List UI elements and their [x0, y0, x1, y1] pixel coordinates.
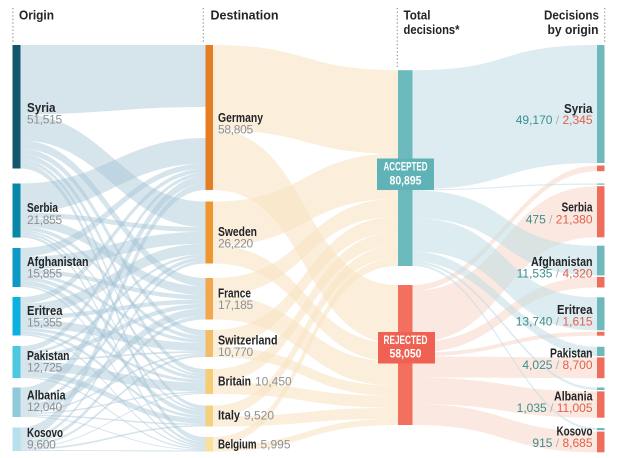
svg-text:12,725: 12,725 — [27, 361, 63, 375]
svg-text:9,600: 9,600 — [27, 438, 56, 452]
svg-text:10,770: 10,770 — [218, 345, 254, 359]
svg-text:Afghanistan: Afghanistan — [531, 255, 593, 269]
svg-text:Serbia: Serbia — [27, 201, 59, 215]
svg-text:Pakistan: Pakistan — [27, 349, 70, 363]
svg-text:10,450: 10,450 — [255, 375, 292, 389]
svg-text:Origin: Origin — [19, 8, 54, 23]
svg-text:Eritrea: Eritrea — [27, 304, 63, 318]
svg-text:Eritrea: Eritrea — [557, 303, 593, 317]
svg-text:decisions*: decisions* — [404, 22, 461, 37]
svg-text:915 / 8,685: 915 / 8,685 — [532, 436, 592, 450]
svg-text:Switzerland: Switzerland — [218, 334, 278, 348]
svg-text:REJECTED: REJECTED — [384, 335, 428, 347]
svg-text:Belgium: Belgium — [218, 438, 257, 452]
svg-text:21,855: 21,855 — [27, 213, 63, 227]
svg-text:Total: Total — [404, 8, 431, 23]
svg-text:Kosovo: Kosovo — [27, 426, 63, 440]
svg-text:12,040: 12,040 — [27, 400, 63, 414]
svg-text:Afghanistan: Afghanistan — [27, 255, 89, 269]
svg-text:1,035 / 11,005: 1,035 / 11,005 — [517, 401, 593, 415]
svg-text:5,995: 5,995 — [261, 438, 291, 452]
svg-text:11,535 / 4,320: 11,535 / 4,320 — [517, 267, 593, 281]
svg-text:Albania: Albania — [27, 389, 66, 403]
svg-text:58,050: 58,050 — [390, 348, 422, 360]
svg-text:51,515: 51,515 — [27, 113, 63, 127]
svg-text:80,895: 80,895 — [390, 175, 423, 187]
svg-text:475 / 21,380: 475 / 21,380 — [526, 212, 593, 226]
svg-text:Serbia: Serbia — [562, 200, 594, 214]
svg-text:58,805: 58,805 — [218, 123, 254, 137]
svg-text:Kosovo: Kosovo — [557, 425, 593, 439]
svg-text:26,220: 26,220 — [218, 237, 254, 251]
svg-text:15,355: 15,355 — [27, 316, 63, 330]
svg-text:ACCEPTED: ACCEPTED — [384, 162, 428, 174]
svg-text:Germany: Germany — [218, 111, 263, 125]
svg-text:13,740 / 1,615: 13,740 / 1,615 — [516, 315, 593, 329]
svg-text:by origin: by origin — [548, 22, 599, 37]
svg-text:15,855: 15,855 — [27, 267, 63, 281]
svg-text:Syria: Syria — [27, 101, 56, 115]
svg-text:9,520: 9,520 — [244, 409, 274, 423]
svg-text:17,185: 17,185 — [218, 298, 254, 312]
svg-text:Albania: Albania — [554, 390, 593, 404]
svg-text:Italy: Italy — [218, 409, 240, 423]
svg-text:Decisions: Decisions — [544, 8, 599, 23]
svg-text:France: France — [218, 287, 251, 301]
svg-text:Destination: Destination — [211, 8, 279, 23]
svg-text:4,025 / 8,700: 4,025 / 8,700 — [522, 358, 592, 372]
svg-text:Britain: Britain — [218, 375, 251, 389]
svg-text:Syria: Syria — [564, 102, 593, 116]
svg-text:49,170 / 2,345: 49,170 / 2,345 — [516, 113, 593, 127]
svg-text:Pakistan: Pakistan — [550, 347, 593, 361]
svg-text:Sweden: Sweden — [218, 225, 257, 239]
